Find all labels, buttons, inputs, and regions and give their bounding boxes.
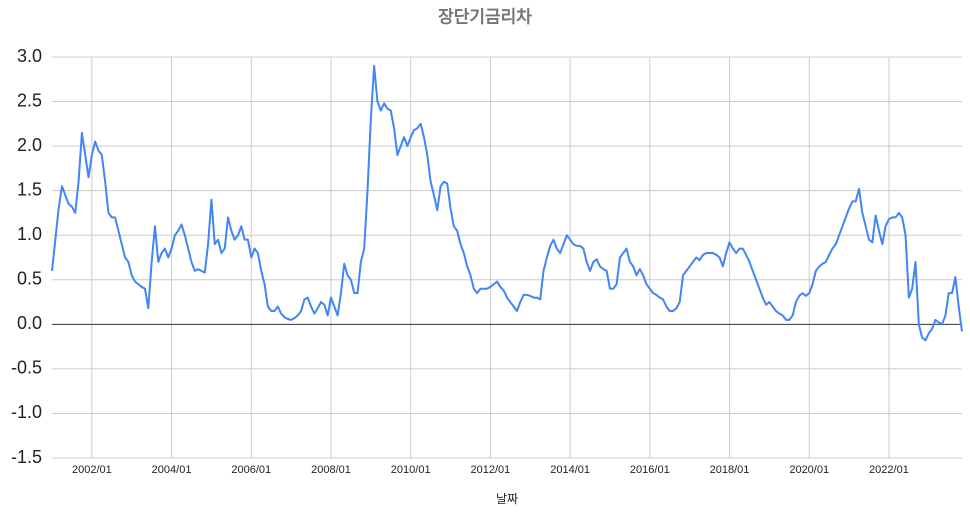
- chart-title: 장단기금리차: [438, 7, 532, 26]
- x-tick-label: 2022/01: [869, 464, 909, 476]
- x-tick-label: 2012/01: [471, 464, 511, 476]
- x-tick-label: 2016/01: [630, 464, 670, 476]
- y-tick-label: 2.5: [17, 90, 42, 110]
- x-tick-label: 2008/01: [311, 464, 351, 476]
- y-tick-label: -1.0: [11, 402, 42, 422]
- x-tick-label: 2018/01: [710, 464, 750, 476]
- x-tick-label: 2014/01: [550, 464, 590, 476]
- y-tick-label: 1.5: [17, 179, 42, 199]
- x-tick-label: 2010/01: [391, 464, 431, 476]
- x-tick-label: 2002/01: [72, 464, 112, 476]
- y-tick-label: 0.5: [17, 269, 42, 289]
- x-tick-label: 2004/01: [152, 464, 192, 476]
- x-tick-label: 2020/01: [789, 464, 829, 476]
- y-tick-label: 1.0: [17, 224, 42, 244]
- y-tick-label: -0.5: [11, 358, 42, 378]
- y-tick-label: 3.0: [17, 46, 42, 66]
- data-line: [51, 64, 963, 342]
- x-axis-label: 날짜: [496, 492, 518, 506]
- y-tick-label: 2.0: [17, 135, 42, 155]
- x-tick-label: 2006/01: [231, 464, 271, 476]
- y-tick-label: -1.5: [11, 447, 42, 467]
- y-tick-label: 0.0: [17, 313, 42, 333]
